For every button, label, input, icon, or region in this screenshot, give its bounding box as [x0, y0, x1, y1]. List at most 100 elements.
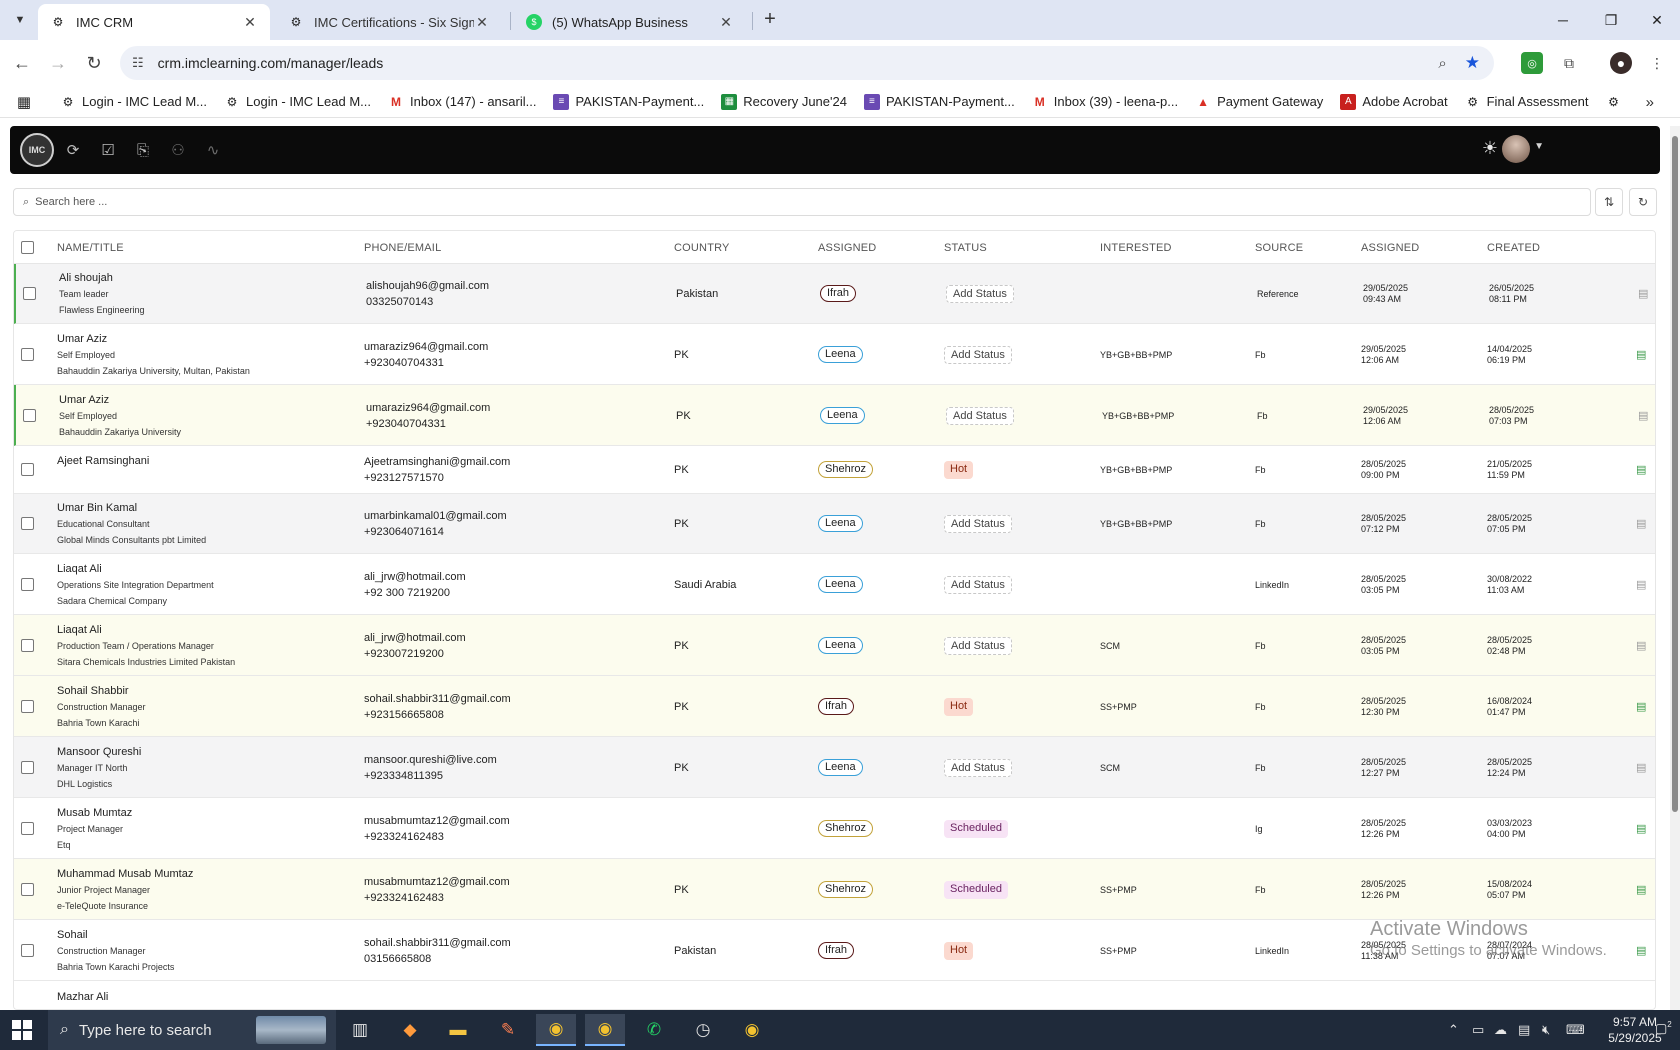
lead-name[interactable]: Musab Mumtaz	[57, 807, 133, 819]
row-checkbox[interactable]	[21, 761, 34, 774]
lead-email[interactable]: umaraziz964@gmail.com	[366, 402, 491, 414]
row-checkbox[interactable]	[21, 517, 34, 530]
status-badge[interactable]: Scheduled	[944, 881, 1008, 899]
task-view-icon[interactable]: ▥	[351, 1020, 369, 1039]
status-badge[interactable]: Add Status	[944, 576, 1012, 594]
assigned-user-badge[interactable]: Leena	[818, 515, 863, 532]
row-checkbox[interactable]	[21, 578, 34, 591]
document-icon[interactable]: ▤	[1636, 640, 1647, 652]
site-settings-icon[interactable]: ☷	[132, 55, 144, 70]
assigned-user-badge[interactable]: Leena	[818, 759, 863, 776]
close-icon[interactable]: ✕	[476, 13, 488, 30]
lead-name[interactable]: Umar Aziz	[57, 333, 108, 345]
table-row[interactable]: Liaqat Ali Production Team / Operations M…	[14, 615, 1655, 676]
document-icon[interactable]: ▤	[1636, 823, 1647, 835]
lead-phone[interactable]: +923007219200	[364, 648, 444, 660]
status-badge[interactable]: Add Status	[944, 759, 1012, 777]
status-badge[interactable]: Scheduled	[944, 820, 1008, 838]
lead-email[interactable]: alishoujah96@gmail.com	[366, 280, 490, 292]
document-exchange-icon[interactable]: ⎘	[136, 141, 149, 159]
tray-cloud-icon[interactable]: ☁	[1494, 1022, 1507, 1037]
lead-phone[interactable]: +92 300 7219200	[364, 587, 450, 599]
bookmark-recovery[interactable]: ▦ Recovery June'24	[721, 93, 847, 110]
notification-icon[interactable]: ▢2	[1655, 1020, 1672, 1036]
assigned-user-badge[interactable]: Ifrah	[818, 942, 855, 959]
document-icon[interactable]: ▤	[1636, 349, 1647, 361]
chevron-down-icon[interactable]: ▼	[1534, 141, 1544, 152]
language-icon[interactable]: ⌨	[1566, 1022, 1585, 1037]
taskbar-search[interactable]: ⌕ Type here to search	[48, 1010, 336, 1050]
header-name[interactable]: NAME/TITLE	[57, 242, 124, 254]
tab-imc-certifications[interactable]: ⚙ IMC Certifications - Six Sigma G ✕	[276, 4, 502, 40]
table-row[interactable]: Mazhar Ali	[14, 981, 1655, 1009]
assigned-user-badge[interactable]: Ifrah	[820, 285, 857, 302]
avatar[interactable]	[1502, 135, 1530, 163]
restore-icon[interactable]: ❐	[1604, 11, 1618, 28]
document-icon[interactable]: ▤	[1636, 579, 1647, 591]
status-badge[interactable]: Add Status	[944, 346, 1012, 364]
profile-avatar-icon[interactable]: ●	[1610, 52, 1632, 74]
lead-phone[interactable]: +923324162483	[364, 892, 444, 904]
tray-chevron-up-icon[interactable]: ⌃	[1448, 1022, 1459, 1037]
assigned-user-badge[interactable]: Ifrah	[818, 698, 855, 715]
browser-menu-icon[interactable]: ⋮	[1650, 54, 1664, 71]
status-badge[interactable]: Add Status	[946, 285, 1014, 303]
bookmark-payment-gateway[interactable]: ▲ Payment Gateway	[1195, 94, 1323, 110]
table-row[interactable]: Sohail Construction Manager Bahria Town Ka…	[14, 920, 1655, 981]
lead-name[interactable]: Sohail Shabbir	[57, 685, 129, 697]
new-tab-plus-icon[interactable]: +	[764, 8, 776, 30]
document-icon[interactable]: ▤	[1636, 701, 1647, 713]
table-row[interactable]: Muhammad Musab Mumtaz Junior Project Mana…	[14, 859, 1655, 920]
document-icon[interactable]: ▤	[1636, 518, 1647, 530]
window-close-icon[interactable]: ✕	[1651, 11, 1663, 28]
lead-name[interactable]: Ajeet Ramsinghani	[57, 455, 150, 467]
row-checkbox[interactable]	[21, 463, 34, 476]
tab-search-chevron-icon[interactable]: ▼	[14, 14, 26, 26]
row-checkbox[interactable]	[21, 639, 34, 652]
imc-logo[interactable]: IMC	[20, 133, 54, 167]
bookmark-inbox-1[interactable]: M Inbox (147) - ansaril...	[388, 94, 536, 110]
lead-name[interactable]: Umar Bin Kamal	[57, 502, 138, 514]
lead-email[interactable]: sohail.shabbir311@gmail.com	[364, 693, 511, 705]
table-row[interactable]: Liaqat Ali Operations Site Integration De…	[14, 554, 1655, 615]
table-row[interactable]: Sohail Shabbir Construction Manager Bahria…	[14, 676, 1655, 737]
assigned-user-badge[interactable]: Shehroz	[818, 820, 873, 837]
network-icon[interactable]: ▤	[1518, 1022, 1531, 1037]
url-text[interactable]: crm.imclearning.com/manager/leads	[157, 55, 384, 71]
row-checkbox[interactable]	[21, 700, 34, 713]
row-checkbox[interactable]	[21, 348, 34, 361]
bookmark-star-icon[interactable]: ★	[1464, 53, 1480, 72]
apps-grid-icon[interactable]: ▦	[16, 93, 32, 111]
lead-email[interactable]: mansoor.qureshi@live.com	[364, 754, 497, 766]
status-badge[interactable]: Add Status	[946, 407, 1014, 425]
document-icon[interactable]: ▤	[1636, 884, 1647, 896]
row-checkbox[interactable]	[21, 883, 34, 896]
lead-phone[interactable]: +923156665808	[364, 709, 444, 721]
chrome-alt-icon[interactable]: ◉	[744, 1020, 760, 1039]
document-icon[interactable]: ▤	[1636, 762, 1647, 774]
back-arrow-icon[interactable]: ←	[13, 52, 31, 73]
header-country[interactable]: COUNTRY	[674, 242, 730, 254]
scrollbar-thumb[interactable]	[1672, 136, 1678, 812]
bookmark-pakistan-payment-2[interactable]: ≡ PAKISTAN-Payment...	[863, 93, 1015, 110]
close-icon[interactable]: ✕	[720, 13, 732, 30]
tab-imc-crm[interactable]: ⚙ IMC CRM ✕	[38, 4, 270, 40]
copilot-icon[interactable]: ◆	[403, 1020, 417, 1039]
address-bar[interactable]: ☷ crm.imclearning.com/manager/leads ⌕ ★	[120, 46, 1494, 80]
pinned-app-icon[interactable]: ✎	[500, 1020, 516, 1039]
lead-phone[interactable]: +923040704331	[366, 418, 446, 430]
chrome-profile-icon[interactable]: ◉	[585, 1014, 625, 1046]
sun-theme-icon[interactable]: ☀	[1481, 138, 1498, 158]
bookmark-imc-extra[interactable]: ⚙	[1605, 94, 1627, 110]
chrome-icon[interactable]: ◉	[536, 1014, 576, 1046]
bookmark-adobe-acrobat[interactable]: A Adobe Acrobat	[1340, 93, 1448, 110]
status-badge[interactable]: Add Status	[944, 637, 1012, 655]
bookmark-login-2[interactable]: ⚙ Login - IMC Lead M...	[224, 94, 371, 110]
status-badge[interactable]: Hot	[944, 698, 974, 716]
taskbar-clock[interactable]: 9:57 AM 5/29/2025	[1604, 1014, 1666, 1046]
lead-name[interactable]: Mansoor Qureshi	[57, 746, 142, 758]
whatsapp-icon[interactable]: ✆	[646, 1020, 662, 1039]
lead-email[interactable]: umarbinkamal01@gmail.com	[364, 510, 507, 522]
lead-name[interactable]: Umar Aziz	[59, 394, 110, 406]
table-row[interactable]: Umar Aziz Self Employed Bahauddin Zakariya…	[14, 385, 1655, 446]
